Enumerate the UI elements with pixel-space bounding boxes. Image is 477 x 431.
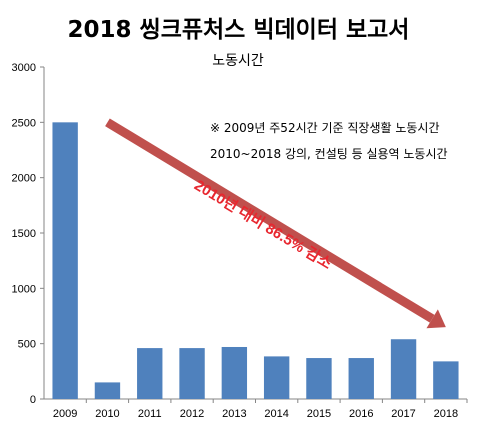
y-tick-label: 1500 <box>12 228 36 240</box>
bar <box>179 348 205 399</box>
x-tick-label: 2015 <box>307 408 331 420</box>
x-tick-label: 2012 <box>180 408 204 420</box>
chart-subtitle: 노동시간 <box>212 53 264 69</box>
note-line-1: ※ 2009년 주52시간 기준 직장생활 노동시간 <box>210 121 440 135</box>
x-tick-label: 2016 <box>349 408 373 420</box>
bar <box>221 346 248 399</box>
trend-arrow-shaft <box>105 118 435 323</box>
y-tick-label: 1000 <box>12 283 36 295</box>
bar <box>52 122 78 399</box>
y-tick-label: 2000 <box>12 173 36 185</box>
y-tick-label: 500 <box>18 339 36 351</box>
bar <box>94 382 121 399</box>
note-line-2: 2010~2018 강의, 컨설팅 등 실용역 노동시간 <box>210 147 448 161</box>
x-tick-label: 2017 <box>391 408 415 420</box>
x-tick-label: 2014 <box>264 408 288 420</box>
trend-arrow-head <box>426 309 446 329</box>
y-tick-label: 0 <box>30 394 36 406</box>
bar <box>263 356 290 399</box>
x-tick-label: 2013 <box>222 408 246 420</box>
x-tick-label: 2010 <box>95 408 119 420</box>
y-tick-label: 2500 <box>12 117 36 129</box>
chart-title: 2018 씽크퓨처스 빅데이터 보고서 <box>67 17 410 43</box>
bar <box>137 348 163 399</box>
x-tick-label: 2011 <box>138 408 162 420</box>
y-tick-label: 3000 <box>12 62 36 74</box>
x-tick-label: 2009 <box>53 408 77 420</box>
bar <box>348 358 374 399</box>
x-tick-label: 2018 <box>434 408 458 420</box>
bar <box>306 358 332 399</box>
annotation-text: 2010년 대비 86.5% 감소 <box>191 176 335 273</box>
bar <box>433 361 459 399</box>
bar <box>390 339 417 399</box>
